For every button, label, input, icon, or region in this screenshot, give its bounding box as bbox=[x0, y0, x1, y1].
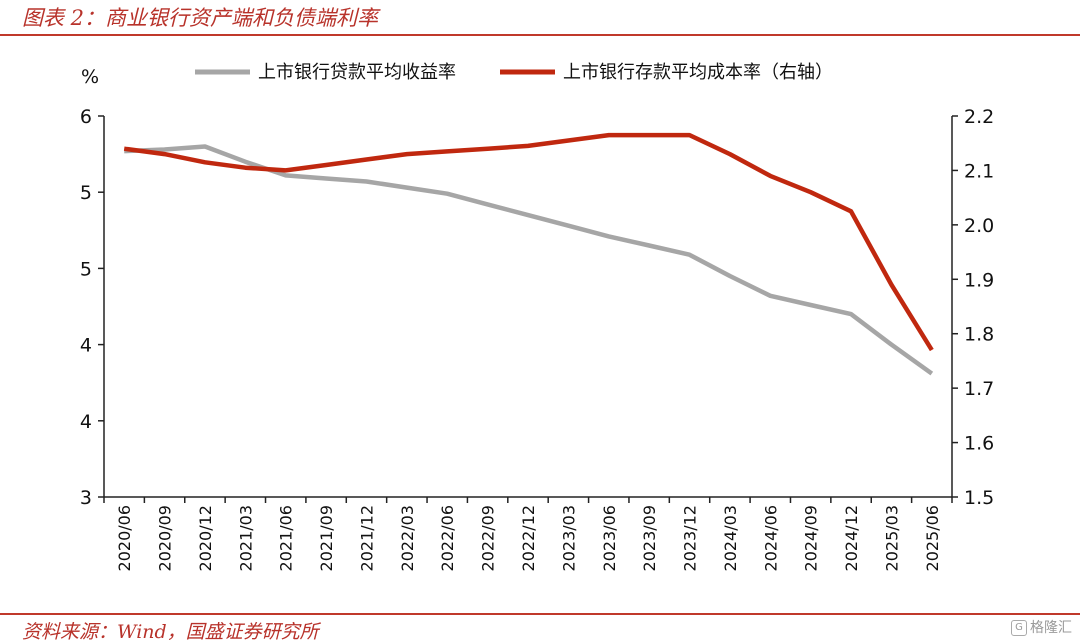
x-tick-label: 2021/09 bbox=[317, 505, 336, 571]
top-divider bbox=[0, 34, 1080, 36]
x-tick-label: 2025/06 bbox=[923, 505, 942, 571]
bottom-divider bbox=[0, 613, 1080, 615]
right-tick-label: 1.9 bbox=[964, 269, 994, 291]
right-tick-label: 1.5 bbox=[964, 487, 994, 509]
x-tick-label: 2020/12 bbox=[196, 505, 215, 571]
x-tick-label: 2025/03 bbox=[882, 505, 901, 571]
x-tick-label: 2021/03 bbox=[236, 505, 255, 571]
left-tick-label: 6 bbox=[80, 106, 92, 128]
x-tick-label: 2023/09 bbox=[640, 505, 659, 571]
x-tick-label: 2024/12 bbox=[842, 505, 861, 571]
left-tick-label: 4 bbox=[80, 411, 92, 433]
x-tick-label: 2024/09 bbox=[802, 505, 821, 571]
x-tick-label: 2024/06 bbox=[761, 505, 780, 571]
right-tick-label: 1.8 bbox=[964, 324, 994, 346]
right-tick-label: 1.6 bbox=[964, 433, 994, 455]
legend-label: 上市银行贷款平均收益率 bbox=[258, 62, 456, 83]
left-tick-label: 3 bbox=[80, 487, 92, 509]
x-tick-label: 2021/12 bbox=[357, 505, 376, 571]
source-note: 资料来源：Wind，国盛证券研究所 bbox=[22, 621, 319, 643]
left-axis-unit: % bbox=[81, 66, 99, 88]
left-tick-label: 4 bbox=[80, 335, 92, 357]
x-tick-label: 2024/03 bbox=[721, 505, 740, 571]
watermark-text: 格隆汇 bbox=[1030, 620, 1072, 636]
x-tick-label: 2023/12 bbox=[681, 505, 700, 571]
right-tick-label: 1.7 bbox=[964, 378, 994, 400]
watermark-logo-icon: G bbox=[1011, 620, 1027, 636]
x-tick-label: 2023/03 bbox=[559, 505, 578, 571]
x-tick-label: 2022/12 bbox=[519, 505, 538, 571]
x-tick-label: 2021/06 bbox=[277, 505, 296, 571]
chart-title: 图表 2：商业银行资产端和负债端利率 bbox=[22, 6, 379, 30]
watermark: G 格隆汇 bbox=[1011, 617, 1072, 637]
right-tick-label: 2.1 bbox=[964, 160, 994, 182]
x-tick-label: 2022/06 bbox=[438, 505, 457, 571]
x-tick-label: 2023/06 bbox=[600, 505, 619, 571]
x-tick-label: 2020/09 bbox=[156, 505, 175, 571]
legend-label: 上市银行存款平均成本率（右轴） bbox=[563, 62, 833, 83]
left-tick-label: 5 bbox=[80, 258, 92, 280]
left-tick-label: 5 bbox=[80, 182, 92, 204]
right-tick-label: 2.2 bbox=[964, 106, 994, 128]
x-tick-label: 2022/03 bbox=[398, 505, 417, 571]
right-tick-label: 2.0 bbox=[964, 215, 994, 237]
x-tick-label: 2020/06 bbox=[115, 505, 134, 571]
series-line-loan-yield bbox=[124, 144, 934, 376]
series-line-deposit-cost bbox=[123, 132, 934, 352]
x-tick-label: 2022/09 bbox=[479, 505, 498, 571]
